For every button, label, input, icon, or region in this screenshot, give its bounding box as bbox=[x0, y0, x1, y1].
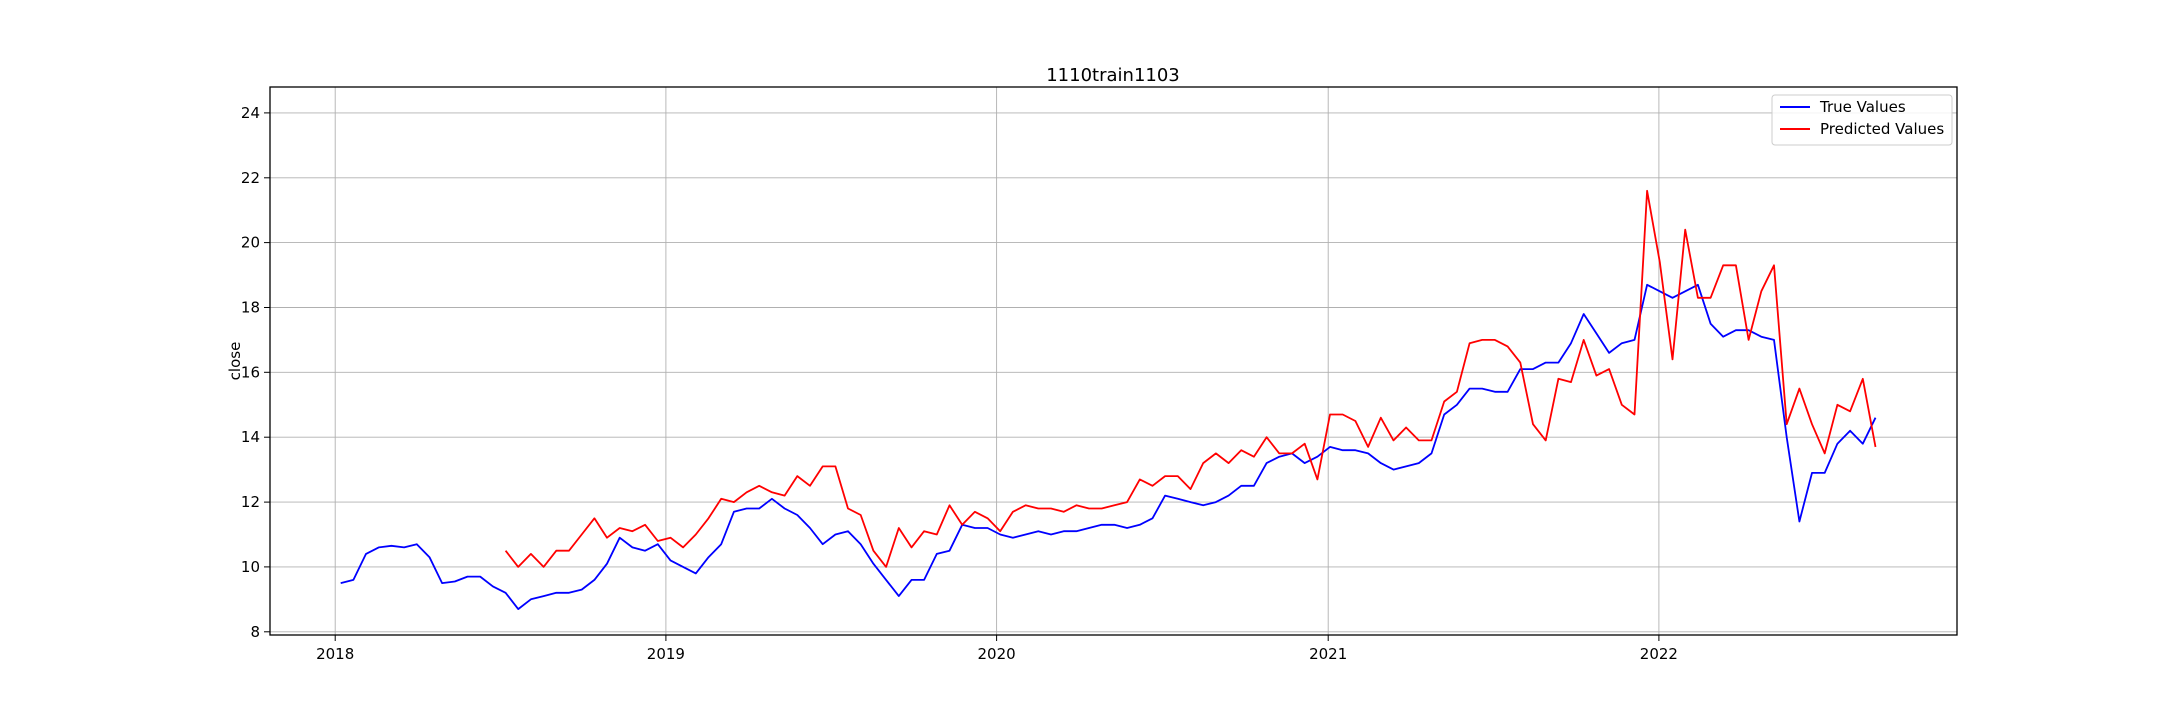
y-axis-label: close bbox=[226, 342, 244, 381]
x-tick-label: 2022 bbox=[1640, 645, 1678, 663]
legend: True Values Predicted Values bbox=[1771, 94, 1953, 146]
x-axis: 2018 2019 2020 2021 2022 bbox=[316, 635, 1678, 663]
y-tick-label: 24 bbox=[241, 104, 260, 122]
legend-label-predicted-values: Predicted Values bbox=[1820, 120, 1944, 138]
y-tick-label: 12 bbox=[241, 493, 260, 511]
x-tick-label: 2019 bbox=[647, 645, 685, 663]
series-line-predicted-values bbox=[504, 189, 1877, 568]
y-tick-label: 14 bbox=[241, 428, 260, 446]
legend-box bbox=[1771, 94, 1953, 146]
y-tick-label: 16 bbox=[241, 363, 260, 381]
x-tick-label: 2021 bbox=[1309, 645, 1347, 663]
x-tick-label: 2020 bbox=[978, 645, 1016, 663]
chart-title: 1110train1103 bbox=[1046, 65, 1180, 86]
grid bbox=[270, 87, 1957, 635]
x-tick-label: 2018 bbox=[316, 645, 354, 663]
y-tick-label: 22 bbox=[241, 169, 260, 187]
series-lines bbox=[340, 189, 1877, 610]
y-tick-label: 20 bbox=[241, 234, 260, 252]
legend-label-true-values: True Values bbox=[1819, 98, 1906, 116]
y-tick-label: 18 bbox=[241, 299, 260, 317]
y-axis: 8 10 12 14 16 18 20 22 24 bbox=[241, 104, 270, 641]
series-line-true-values bbox=[340, 283, 1877, 610]
y-tick-label: 10 bbox=[241, 558, 260, 576]
y-tick-label: 8 bbox=[250, 623, 260, 641]
plot-frame bbox=[269, 86, 1958, 636]
